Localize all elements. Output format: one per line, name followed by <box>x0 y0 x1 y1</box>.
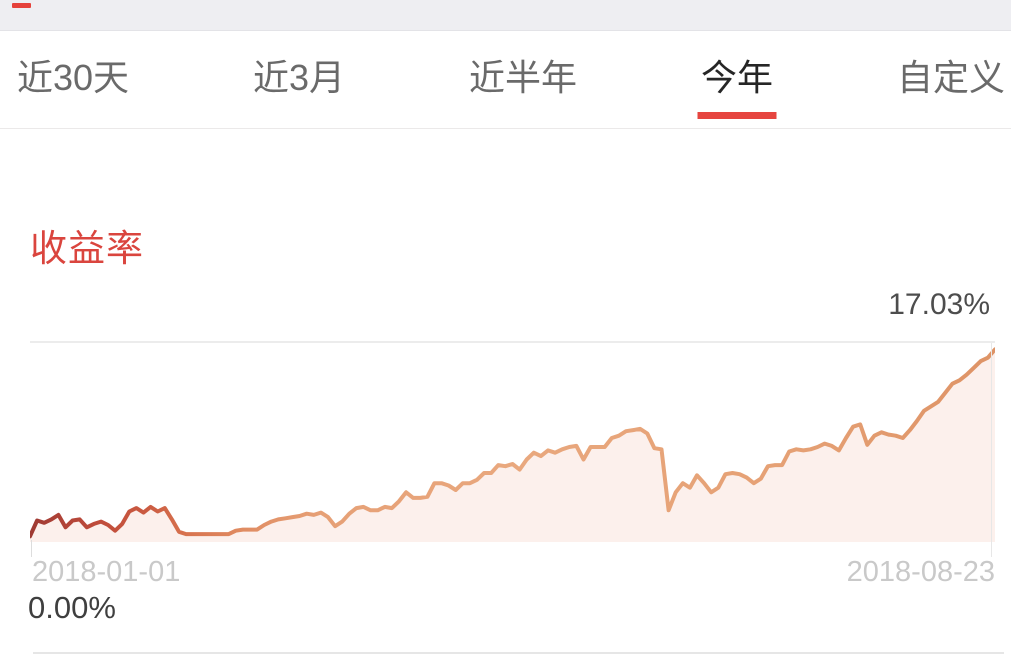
tab-label: 自定义 <box>896 56 1005 98</box>
max-yield-label: 17.03% <box>888 288 990 321</box>
tab-label: 近30天 <box>17 56 130 98</box>
chart-line <box>30 347 995 539</box>
left-axis-tick <box>31 540 32 557</box>
x-axis-date-row: 2018-01-01 2018-08-23 <box>32 556 995 588</box>
tab-this-year[interactable]: 今年 <box>697 26 777 124</box>
date-range-tab-bar: 近30天 近3月 近半年 今年 自定义 <box>0 31 1011 129</box>
chart-canvas[interactable] <box>30 343 995 542</box>
tab-custom-range[interactable]: 自定义 <box>897 26 1005 124</box>
previous-section-edge <box>0 0 1011 31</box>
tab-label: 近3月 <box>253 56 346 98</box>
chart-area-fill <box>30 349 995 542</box>
yield-rate-title: 收益率 <box>30 228 144 269</box>
tab-last-30-days[interactable]: 近30天 <box>17 26 129 124</box>
tab-label: 近半年 <box>469 56 578 98</box>
section-divider <box>33 652 1004 654</box>
tab-last-half-year[interactable]: 近半年 <box>469 26 577 124</box>
tab-label: 今年 <box>701 56 774 98</box>
yield-line-chart[interactable] <box>30 341 995 557</box>
red-dash-decoration <box>12 3 31 8</box>
min-yield-label: 0.00% <box>28 590 116 625</box>
end-date-label: 2018-08-23 <box>846 556 995 588</box>
start-date-label: 2018-01-01 <box>32 556 181 588</box>
right-gridline <box>991 343 992 557</box>
active-tab-underline <box>697 111 777 119</box>
tab-last-3-months[interactable]: 近3月 <box>253 26 345 124</box>
